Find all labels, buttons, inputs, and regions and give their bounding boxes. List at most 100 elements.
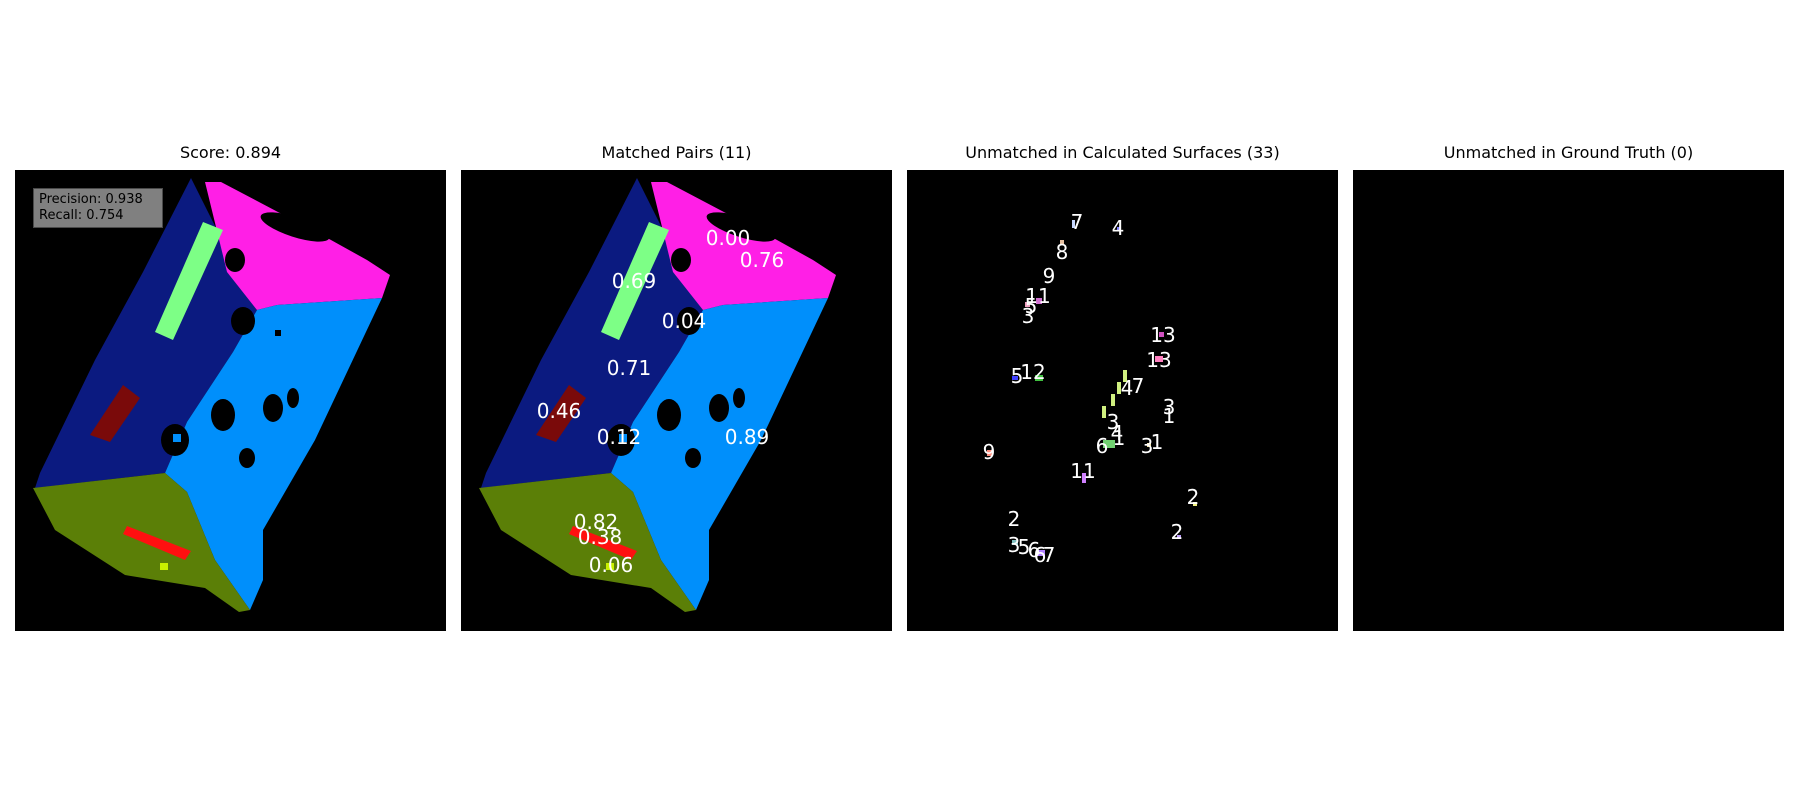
panel-title-score: Score: 0.894 xyxy=(179,143,282,162)
surface-id-label: 9 xyxy=(1043,264,1056,288)
match-score-label: 0.04 xyxy=(662,309,707,333)
surface-light-green xyxy=(601,222,669,340)
surface-olive xyxy=(33,473,250,612)
surface-id-label: 4 xyxy=(1121,376,1134,400)
surface-maroon xyxy=(536,385,586,442)
matched-image: 0.00 0.76 0.69 0.04 0.71 0.46 0.12 0.89 … xyxy=(479,178,836,612)
surface-sky-blue xyxy=(165,298,382,610)
hole-5 xyxy=(709,394,729,422)
surface-olive xyxy=(479,473,696,612)
panel-title-matched-pairs: Matched Pairs (11) xyxy=(601,143,752,162)
match-score-label: 0.69 xyxy=(612,269,657,293)
fragment-mark xyxy=(1117,382,1121,394)
hole-10 xyxy=(301,488,309,498)
hole-6 xyxy=(211,399,235,431)
surface-id-label: 3 xyxy=(1163,395,1176,419)
surface-id-label: 1 xyxy=(1163,404,1176,428)
surface-yellow-green xyxy=(606,563,614,570)
surface-id-label: 6 xyxy=(1096,434,1109,458)
recall-text: Recall: 0.754 xyxy=(39,208,124,223)
hole-10 xyxy=(747,488,755,498)
match-score-label: 0.00 xyxy=(706,226,751,250)
surface-id-label: 1 xyxy=(1151,430,1164,454)
surface-id-label: 3 xyxy=(1022,304,1035,328)
surface-id-label: 7 xyxy=(1043,543,1056,567)
fragment-mark xyxy=(1060,240,1064,244)
hole-11 xyxy=(729,535,737,543)
segmentation-image xyxy=(33,178,390,612)
fragment-mark xyxy=(1155,356,1163,362)
match-score-label: 0.06 xyxy=(589,553,634,577)
panel-title-unmatched-ground-truth: Unmatched in Ground Truth (0) xyxy=(1443,143,1694,162)
match-score-label: 0.12 xyxy=(597,425,642,449)
unmatched-ground-truth-panel xyxy=(1353,170,1784,631)
surface-id-label: 6 xyxy=(1028,538,1041,562)
surface-id-label: 2 xyxy=(1008,507,1021,531)
fragment-mark xyxy=(1103,440,1115,448)
hole-6 xyxy=(657,399,681,431)
surface-yellow-green xyxy=(160,563,168,570)
match-score-label: 0.38 xyxy=(578,525,623,549)
surface-red xyxy=(569,526,637,560)
fragment-mark xyxy=(1177,535,1181,539)
surface-light-green xyxy=(155,222,223,340)
matched-pairs-panel: 0.00 0.76 0.69 0.04 0.71 0.46 0.12 0.89 … xyxy=(461,170,892,631)
hole-8 xyxy=(287,388,299,408)
fragment-mark xyxy=(1037,550,1045,556)
surface-id-label: 11 xyxy=(1070,459,1095,483)
hole-4 xyxy=(173,434,181,442)
match-score-label: 0.89 xyxy=(725,425,770,449)
surface-id-label: 8 xyxy=(1056,240,1069,264)
hole-1 xyxy=(260,212,330,242)
metrics-box: Precision: 0.938 Recall: 0.754 xyxy=(33,188,163,228)
surface-red xyxy=(123,526,191,560)
hole-9 xyxy=(671,248,691,272)
surface-id-label: 3 xyxy=(1107,410,1120,434)
hole-9 xyxy=(225,248,245,272)
surface-id-label: 6 xyxy=(1034,543,1047,567)
hole-2 xyxy=(677,307,701,335)
surface-magenta xyxy=(651,182,836,310)
unmatched-calculated-panel: 7 4 8 9 11 5 3 13 13 5 12 4 7 3 1 3 4 1 … xyxy=(907,170,1338,631)
fragment-mark xyxy=(1159,332,1164,337)
surface-sky-blue xyxy=(611,298,828,610)
surface-id-label: 2 xyxy=(1171,520,1184,544)
hole-8 xyxy=(733,388,745,408)
surface-id-label: 4 xyxy=(1111,421,1124,445)
surface-magenta xyxy=(205,182,390,310)
hole-7 xyxy=(685,448,701,468)
precision-text: Precision: 0.938 xyxy=(39,192,143,207)
surface-id-label: 5 xyxy=(1018,535,1031,559)
surface-maroon xyxy=(90,385,140,442)
fragment-mark xyxy=(1102,406,1106,418)
surface-id-label: 1 xyxy=(1113,426,1126,450)
surface-id-label: 13 xyxy=(1146,348,1171,372)
surface-id-label: 13 xyxy=(1150,323,1175,347)
fragment-mark xyxy=(1193,502,1197,506)
surface-id-label: 7 xyxy=(1071,210,1084,234)
surface-id-label: 4 xyxy=(1112,216,1125,240)
surface-id-label: 2 xyxy=(1187,485,1200,509)
hole-7 xyxy=(239,448,255,468)
hole-2 xyxy=(231,307,255,335)
hole-12 xyxy=(275,330,281,336)
unmatched-image: 7 4 8 9 11 5 3 13 13 5 12 4 7 3 1 3 4 1 … xyxy=(983,210,1200,567)
fragment-mark xyxy=(1147,443,1151,447)
surface-id-label: 9 xyxy=(983,440,996,464)
hole-4 xyxy=(619,434,627,442)
match-score-label: 0.82 xyxy=(574,510,619,534)
fragment-mark xyxy=(1036,298,1042,304)
match-score-label: 0.71 xyxy=(607,356,652,380)
surface-id-label: 5 xyxy=(1011,364,1024,388)
score-panel: Precision: 0.938 Recall: 0.754 xyxy=(15,170,446,631)
surface-id-label: 11 xyxy=(1025,284,1050,308)
hole-1 xyxy=(706,212,776,242)
hole-11 xyxy=(283,535,291,543)
surface-id-label: 12 xyxy=(1020,360,1045,384)
surface-id-label: 5 xyxy=(1025,294,1038,318)
surface-id-label: 3 xyxy=(1008,533,1021,557)
fragment-mark xyxy=(1012,540,1018,545)
fragment-mark xyxy=(1035,375,1043,381)
fragment-mark xyxy=(1012,376,1018,380)
surface-id-label: 7 xyxy=(1132,374,1145,398)
